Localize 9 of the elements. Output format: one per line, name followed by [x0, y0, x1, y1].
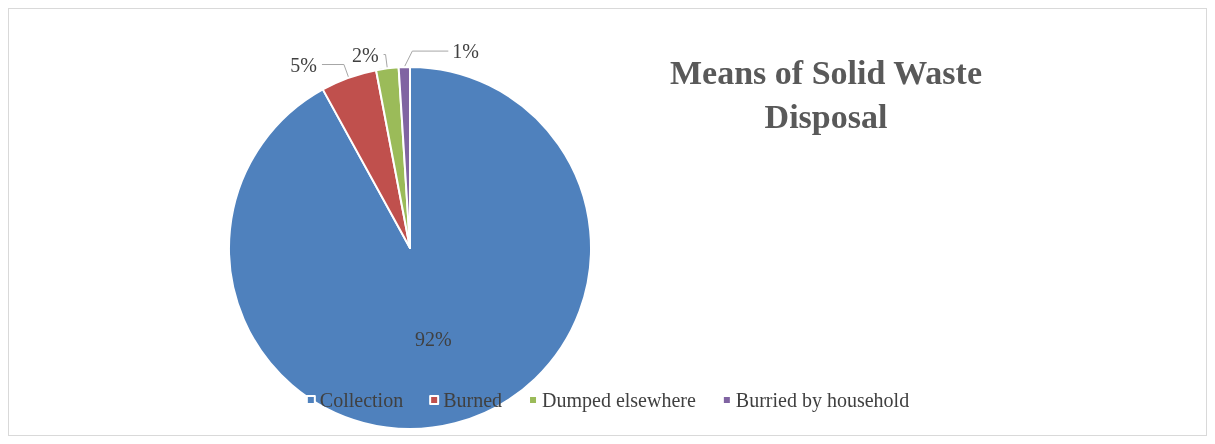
text: Means of Solid Waste Disposal: [669, 53, 983, 135]
data-label: 1%: [452, 40, 479, 63]
data-label: 2%: [351, 43, 379, 66]
legend-label: Dumped elsewhere: [542, 389, 696, 412]
legend-label: Collection: [319, 389, 404, 411]
data-label: 92%: [414, 327, 452, 350]
legend-label: Burried by household: [735, 389, 910, 412]
data-label: 5%: [290, 53, 317, 76]
legend-label: Burned: [443, 389, 503, 411]
